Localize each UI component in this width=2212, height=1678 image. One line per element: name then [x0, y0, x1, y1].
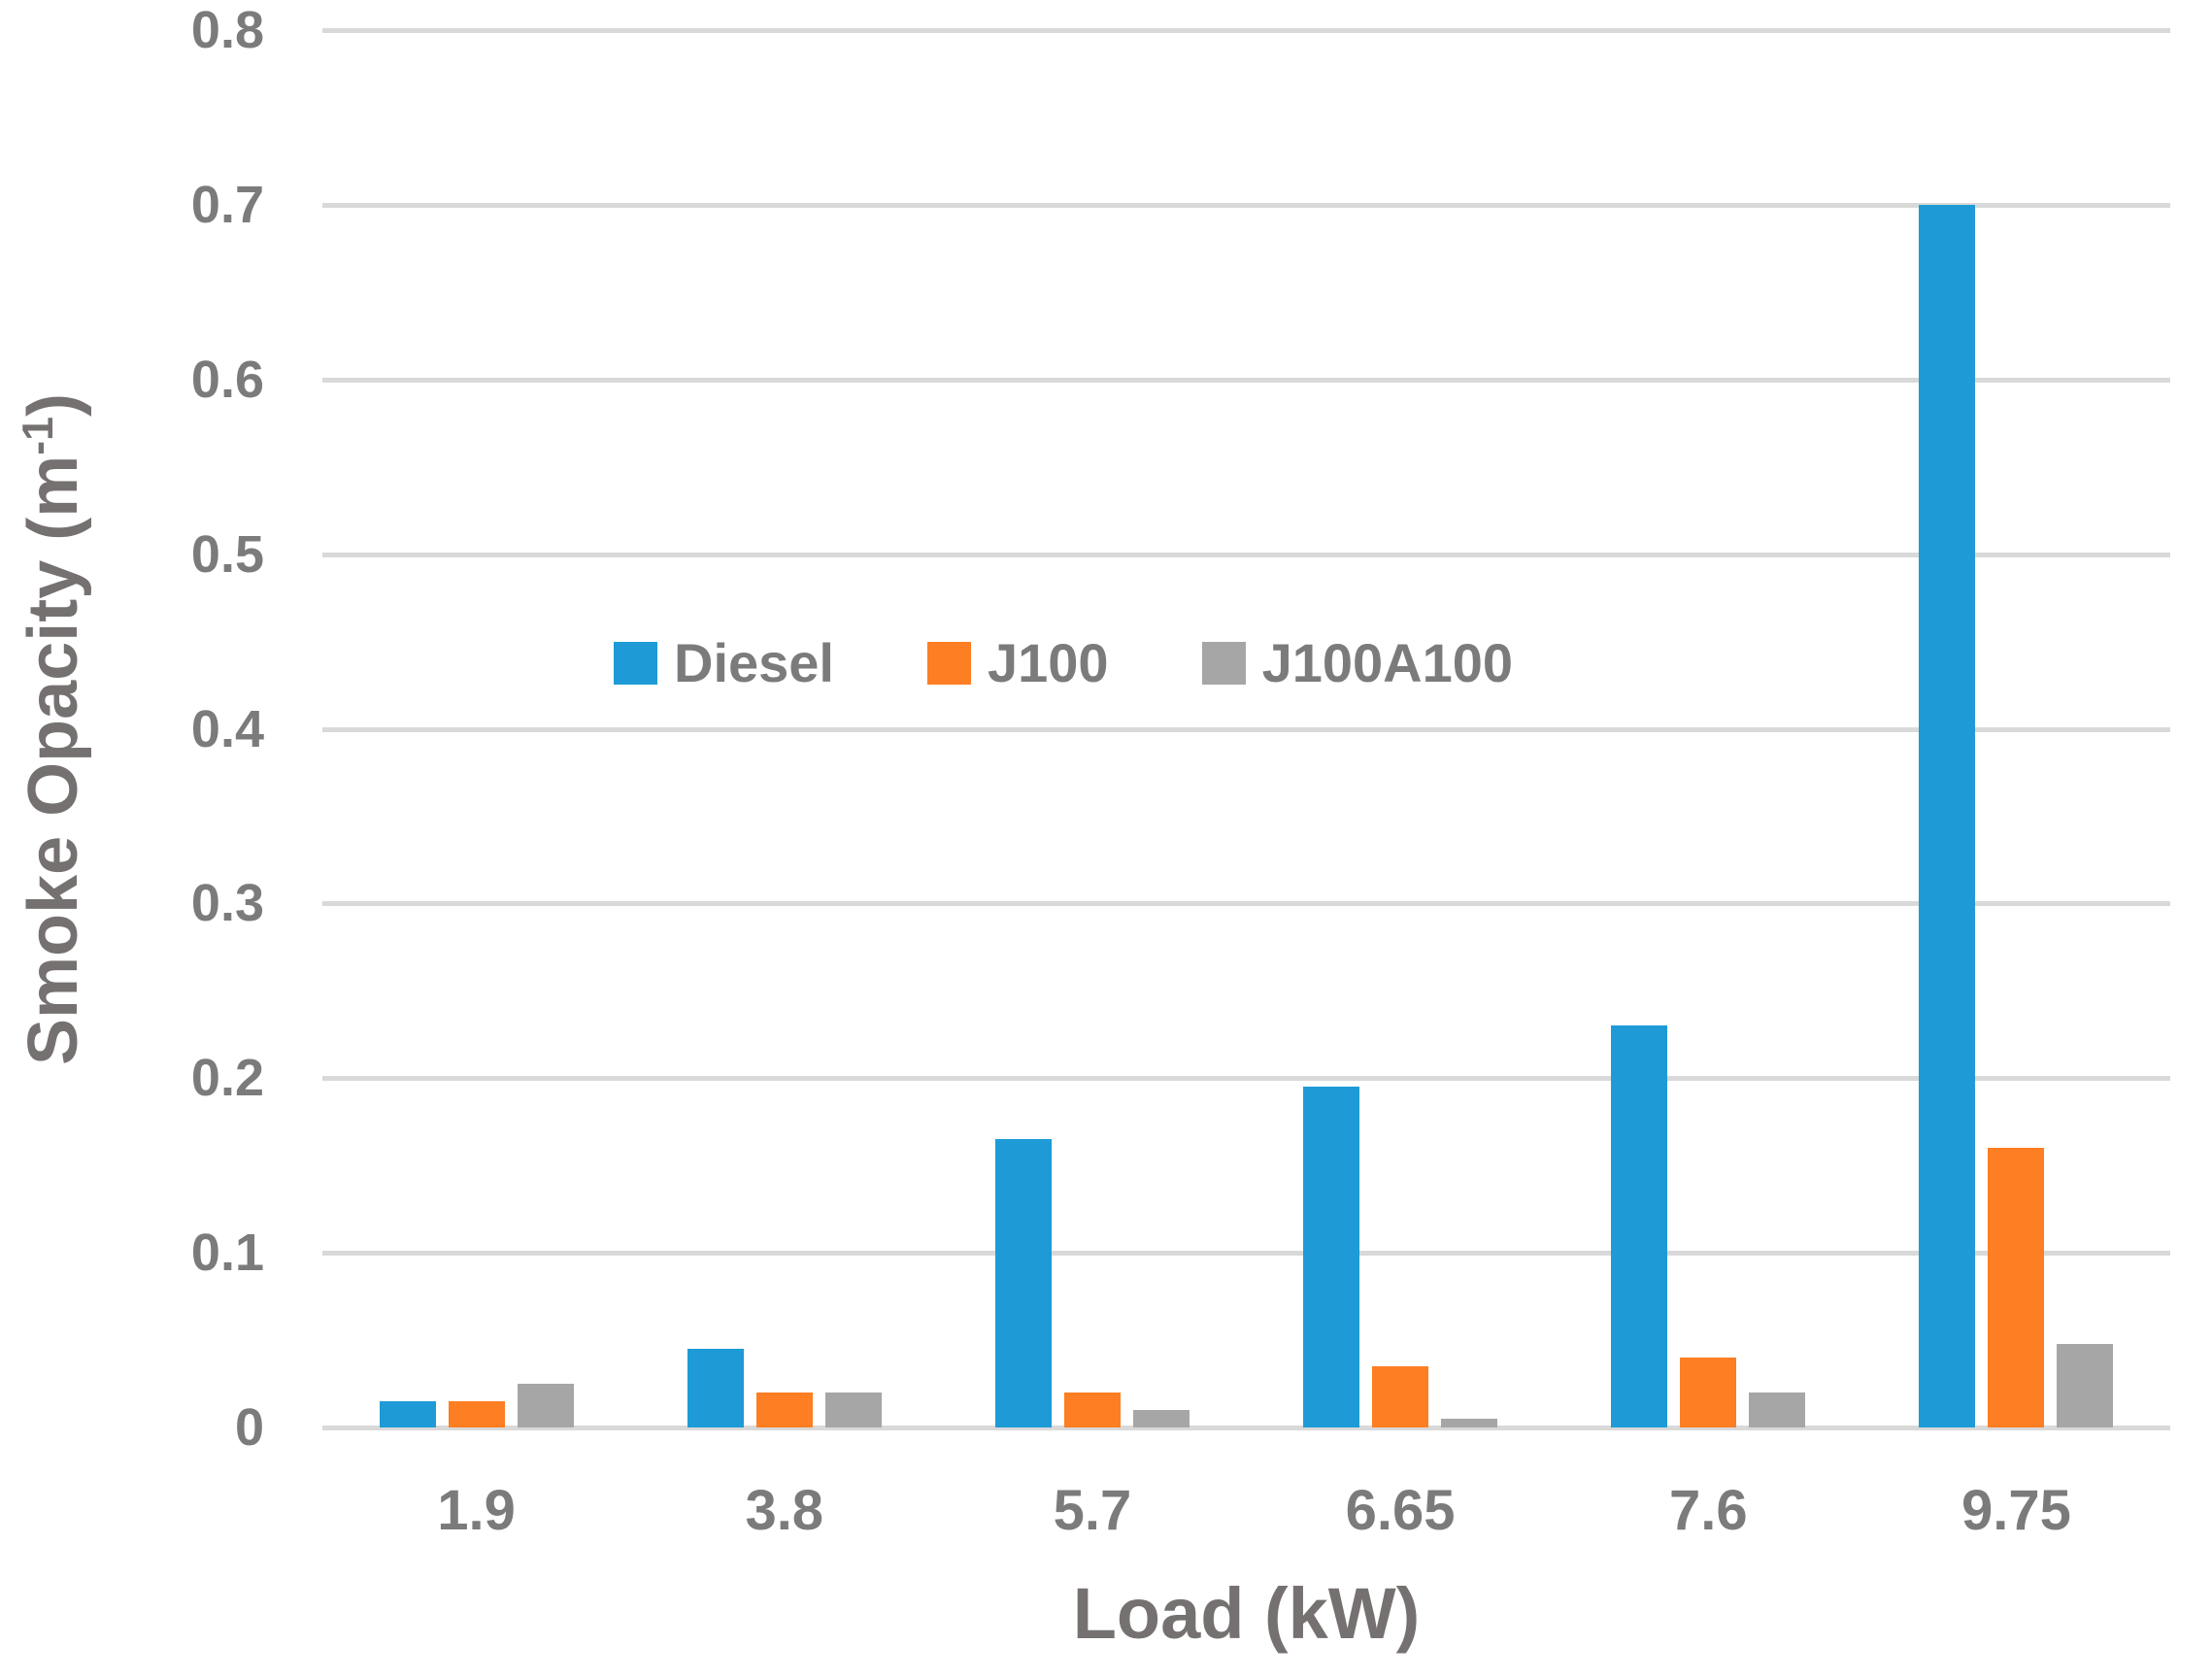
gridline-0.6 [322, 377, 2170, 383]
bar-diesel-1.9 [379, 1401, 436, 1427]
x-axis-title: Load (kW) [1072, 1573, 1421, 1654]
bar-j100-6.65 [1372, 1366, 1429, 1427]
y-tick-label-0.5: 0.5 [190, 524, 264, 584]
gridline-0.8 [322, 28, 2170, 33]
bar-j100-9.75 [1988, 1148, 2045, 1427]
legend-label-j100a100: J100A100 [1261, 632, 1514, 693]
legend-item-diesel: Diesel [614, 631, 834, 694]
bar-group-6.65 [1247, 30, 1555, 1427]
legend-label-j100: J100 [988, 632, 1109, 693]
gridline-0.2 [322, 1076, 2170, 1082]
y-tick-label-0.4: 0.4 [190, 699, 264, 758]
y-tick-label-0.7: 0.7 [190, 175, 264, 234]
y-tick-label-0.6: 0.6 [190, 350, 264, 409]
legend: Diesel J100 J100A100 [614, 631, 1513, 694]
y-tick-label-0: 0 [234, 1398, 264, 1457]
x-axis-tick-labels: 1.9 3.8 5.7 6.65 7.6 9.75 [322, 1476, 2170, 1546]
legend-label-diesel: Diesel [674, 632, 834, 693]
bar-j100-7.6 [1680, 1358, 1737, 1427]
gridline-0 [322, 1426, 2170, 1430]
bar-group-1.9 [322, 30, 630, 1427]
bar-j100a100-3.8 [824, 1393, 882, 1427]
plot-area [322, 28, 2170, 1430]
legend-item-j100: J100 [927, 631, 1109, 694]
bar-diesel-5.7 [994, 1139, 1052, 1427]
legend-swatch-j100-icon [927, 641, 971, 685]
bar-j100a100-6.65 [1441, 1419, 1498, 1427]
bar-group-3.8 [630, 30, 938, 1427]
gridline-0.4 [322, 726, 2170, 732]
legend-swatch-diesel-icon [614, 641, 657, 685]
bar-group-9.75 [1862, 30, 2170, 1427]
x-tick-label-6.65: 6.65 [1345, 1479, 1456, 1542]
bar-j100-5.7 [1063, 1393, 1121, 1427]
x-tick-label-9.75: 9.75 [1961, 1479, 2071, 1542]
y-tick-label-0.8: 0.8 [190, 1, 264, 59]
bar-group-7.6 [1555, 30, 1862, 1427]
legend-item-j100a100: J100A100 [1201, 631, 1514, 694]
bar-groups [322, 30, 2170, 1427]
x-tick-label-1.9: 1.9 [437, 1479, 516, 1542]
x-tick-label-3.8: 3.8 [745, 1479, 824, 1542]
x-tick-label-7.6: 7.6 [1668, 1479, 1748, 1542]
gridline-0.5 [322, 552, 2170, 557]
bar-diesel-3.8 [687, 1349, 744, 1427]
bar-diesel-7.6 [1611, 1025, 1668, 1427]
y-tick-label-0.3: 0.3 [190, 874, 264, 933]
bar-j100a100-5.7 [1132, 1410, 1190, 1427]
y-tick-label-0.1: 0.1 [190, 1224, 264, 1283]
bar-group-5.7 [938, 30, 1246, 1427]
bar-j100-3.8 [755, 1393, 813, 1427]
bar-j100-1.9 [448, 1401, 505, 1427]
y-tick-label-0.2: 0.2 [190, 1049, 264, 1108]
x-tick-label-5.7: 5.7 [1053, 1479, 1132, 1542]
gridline-0.3 [322, 901, 2170, 907]
legend-swatch-j100a100-icon [1201, 641, 1246, 685]
bar-diesel-9.75 [1919, 204, 1976, 1427]
bar-j100a100-7.6 [1749, 1393, 1806, 1427]
bar-diesel-6.65 [1303, 1087, 1360, 1427]
gridline-0.1 [322, 1251, 2170, 1257]
bar-j100a100-1.9 [517, 1384, 574, 1427]
y-axis-tick-labels: 0 0.1 0.2 0.3 0.4 0.5 0.6 0.7 0.8 [0, 1, 264, 1457]
gridline-0.7 [322, 202, 2170, 208]
bar-j100a100-9.75 [2057, 1343, 2114, 1427]
